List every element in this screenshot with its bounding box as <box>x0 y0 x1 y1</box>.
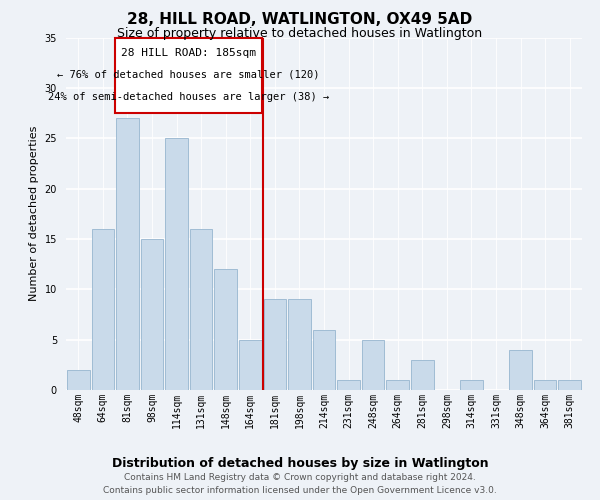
Text: 24% of semi-detached houses are larger (38) →: 24% of semi-detached houses are larger (… <box>48 92 329 102</box>
Bar <box>288 300 311 390</box>
Bar <box>140 239 163 390</box>
Bar <box>534 380 556 390</box>
Bar <box>362 340 385 390</box>
Bar <box>313 330 335 390</box>
Bar <box>116 118 139 390</box>
Bar <box>214 269 237 390</box>
FancyBboxPatch shape <box>115 38 262 113</box>
Text: ← 76% of detached houses are smaller (120): ← 76% of detached houses are smaller (12… <box>58 70 320 80</box>
Bar <box>239 340 262 390</box>
Text: 28 HILL ROAD: 185sqm: 28 HILL ROAD: 185sqm <box>121 48 256 58</box>
Bar <box>67 370 89 390</box>
Bar <box>460 380 483 390</box>
Bar <box>509 350 532 390</box>
Bar <box>92 229 114 390</box>
Bar <box>337 380 360 390</box>
Bar <box>559 380 581 390</box>
Text: Distribution of detached houses by size in Watlington: Distribution of detached houses by size … <box>112 458 488 470</box>
Bar <box>386 380 409 390</box>
Y-axis label: Number of detached properties: Number of detached properties <box>29 126 39 302</box>
Text: 28, HILL ROAD, WATLINGTON, OX49 5AD: 28, HILL ROAD, WATLINGTON, OX49 5AD <box>127 12 473 28</box>
Text: Size of property relative to detached houses in Watlington: Size of property relative to detached ho… <box>118 26 482 40</box>
Bar <box>263 300 286 390</box>
Text: Contains HM Land Registry data © Crown copyright and database right 2024.
Contai: Contains HM Land Registry data © Crown c… <box>103 473 497 495</box>
Bar <box>190 229 212 390</box>
Bar <box>165 138 188 390</box>
Bar <box>411 360 434 390</box>
